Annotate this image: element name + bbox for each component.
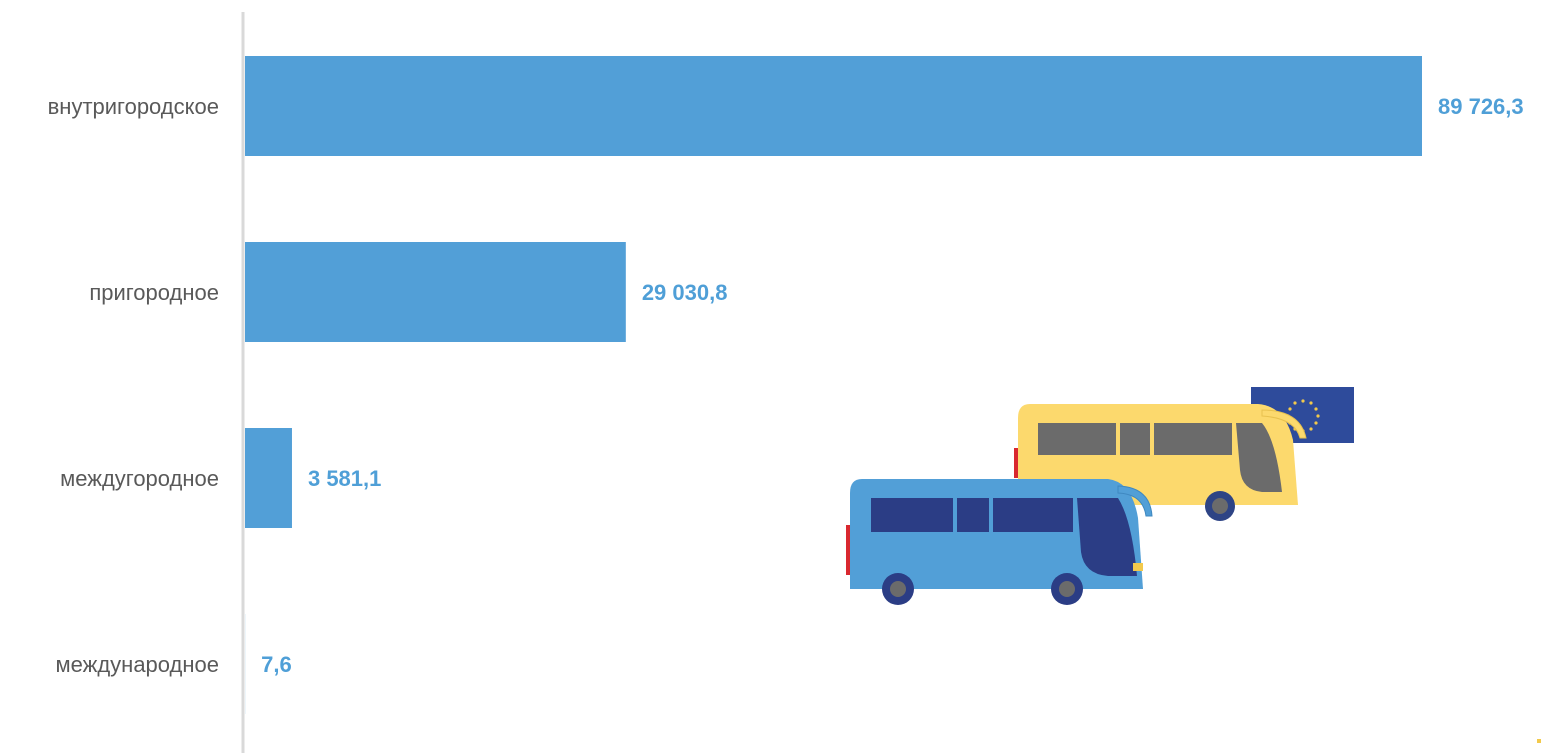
- value-label-0: 89 726,3: [1438, 94, 1524, 119]
- category-label-2: междугородное: [60, 466, 219, 491]
- blue-bus-icon: [846, 479, 1153, 605]
- category-label-3: международное: [56, 652, 220, 677]
- category-labels-group: внутригородское пригородное междугородное м…: [48, 94, 219, 677]
- value-label-1: 29 030,8: [642, 280, 728, 305]
- bar-2: [245, 428, 292, 528]
- category-label-1: пригородное: [89, 280, 219, 305]
- value-label-2: 3 581,1: [308, 466, 381, 491]
- bar-1: [245, 242, 626, 342]
- category-label-0: внутригородское: [48, 94, 219, 119]
- value-label-3: 7,6: [261, 652, 292, 677]
- bars-group: [245, 56, 1422, 714]
- corner-dot: [1537, 739, 1541, 743]
- value-labels-group: 89 726,3 29 030,8 3 581,1 7,6: [261, 94, 1524, 677]
- bar-0: [245, 56, 1422, 156]
- bus-illustration: [846, 387, 1354, 605]
